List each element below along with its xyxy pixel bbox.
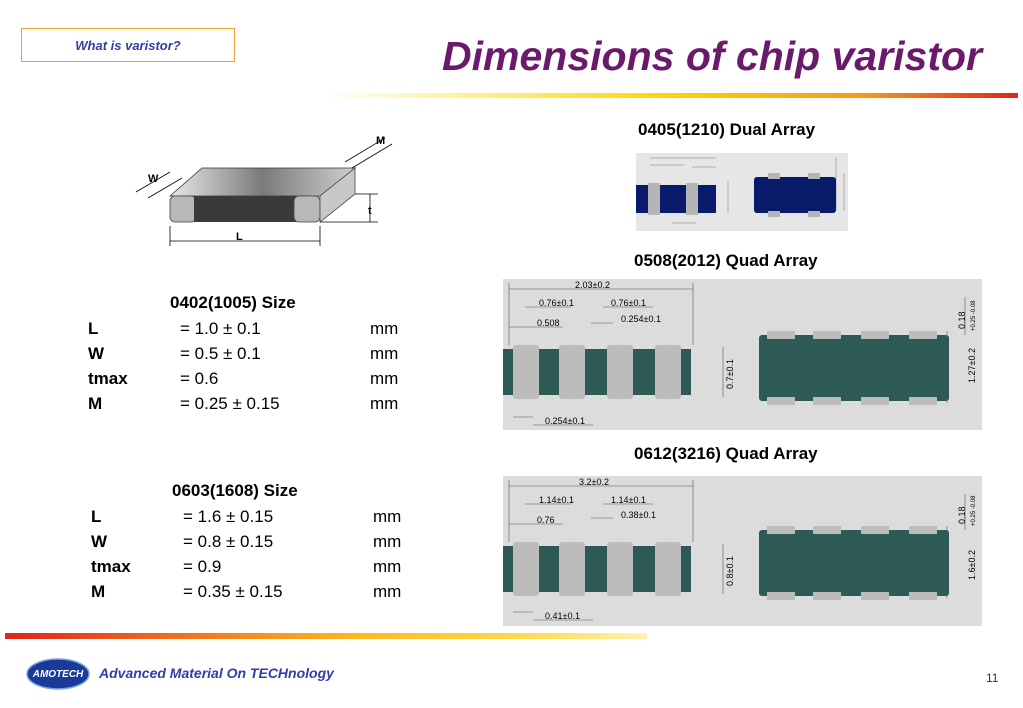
dim-gap: 0.254±0.1 — [621, 314, 661, 324]
company-tagline: Advanced Material On TECHnology — [99, 665, 334, 681]
dim-pitch-b: 0.76±0.1 — [611, 298, 646, 308]
table-row: M = 0.25 ± 0.15 mm — [88, 394, 399, 413]
dual-0405-title: 0405(1210) Dual Array — [638, 120, 816, 139]
terminal — [648, 183, 660, 215]
title-underline-bar — [320, 93, 1018, 98]
footer-bar — [5, 633, 647, 639]
dim-thick-tol: +0.25 -0.08 — [971, 300, 977, 331]
dim-pitch-a: 1.14±0.1 — [539, 495, 574, 505]
chip-terminal-right — [293, 195, 321, 223]
terminal — [513, 345, 539, 399]
logo-text: AMOTECH — [32, 669, 84, 680]
dual-0405-drawing — [636, 153, 848, 231]
quad-chip-top — [759, 530, 949, 596]
dim-overall: 2.03±0.2 — [575, 280, 610, 290]
dim-thick-tol: +0.25 -0.08 — [971, 495, 977, 526]
table-row: tmax = 0.9 mm — [91, 557, 402, 576]
table-row: W = 0.5 ± 0.1 mm — [88, 344, 399, 363]
terminal — [559, 345, 585, 399]
dim-overall: 3.2±0.2 — [579, 477, 609, 487]
t-label: t — [368, 205, 372, 217]
table-row: tmax = 0.6 mm — [88, 369, 399, 388]
size-0603-table: L = 1.6 ± 0.15 mm W = 0.8 ± 0.15 mm tmax = 0.… — [91, 504, 401, 604]
page-number: 11 — [986, 671, 999, 685]
amotech-logo: AMOTECH — [26, 658, 90, 690]
chip-body — [194, 196, 296, 222]
quad-0508-title: 0508(2012) Quad Array — [634, 251, 818, 270]
page-title: Dimensions of chip varistor — [442, 33, 982, 79]
dim-pitch-a: 0.76±0.1 — [539, 298, 574, 308]
dim-term: 0.508 — [537, 318, 560, 328]
terminal — [686, 183, 698, 215]
size-0402-title: 0402(1005) Size — [170, 293, 296, 312]
w-label: W — [148, 173, 159, 185]
m-label: M — [376, 135, 385, 147]
dim-gap: 0.38±0.1 — [621, 510, 656, 520]
dim-width: 1.6±0.2 — [967, 550, 977, 580]
dim-height: 0.7±0.1 — [725, 359, 735, 389]
dim-width: 1.27±0.2 — [967, 348, 977, 383]
dim-thick: 0.18 — [957, 311, 967, 329]
chip-terminal-left — [169, 195, 197, 223]
table-row: W = 0.8 ± 0.15 mm — [91, 532, 402, 551]
dual-chip-top — [754, 177, 836, 213]
terminal — [559, 542, 585, 596]
dim-pitch-b: 1.14±0.1 — [611, 495, 646, 505]
dim-bottom: 0.41±0.1 — [545, 611, 580, 621]
quad-0612-title: 0612(3216) Quad Array — [634, 444, 818, 463]
size-0402-table: L = 1.0 ± 0.1 mm W = 0.5 ± 0.1 mm tmax = 0.6 m… — [88, 316, 398, 416]
table-row: L = 1.0 ± 0.1 mm — [88, 319, 399, 338]
dim-term: 0.76 — [537, 515, 555, 525]
l-label: L — [236, 231, 243, 243]
terminal — [513, 542, 539, 596]
quad-chip-top — [759, 335, 949, 401]
terminal — [607, 345, 633, 399]
quad-0508-drawing: 2.03±0.2 0.76±0.1 0.76±0.1 0.254±0.1 0.5… — [503, 279, 982, 430]
section-tag: What is varistor? — [21, 28, 235, 62]
chip-dimension-diagram: W M t L — [135, 135, 393, 246]
terminal — [655, 542, 681, 596]
dim-bottom: 0.254±0.1 — [545, 416, 585, 426]
quad-0612-drawing: 3.2±0.2 1.14±0.1 1.14±0.1 0.38±0.1 0.76 … — [503, 476, 982, 626]
size-0603-title: 0603(1608) Size — [172, 481, 298, 500]
dim-thick: 0.18 — [957, 506, 967, 524]
table-row: M = 0.35 ± 0.15 mm — [91, 582, 402, 601]
terminal — [607, 542, 633, 596]
table-row: L = 1.6 ± 0.15 mm — [91, 507, 402, 526]
terminal — [655, 345, 681, 399]
dim-height: 0.8±0.1 — [725, 556, 735, 586]
